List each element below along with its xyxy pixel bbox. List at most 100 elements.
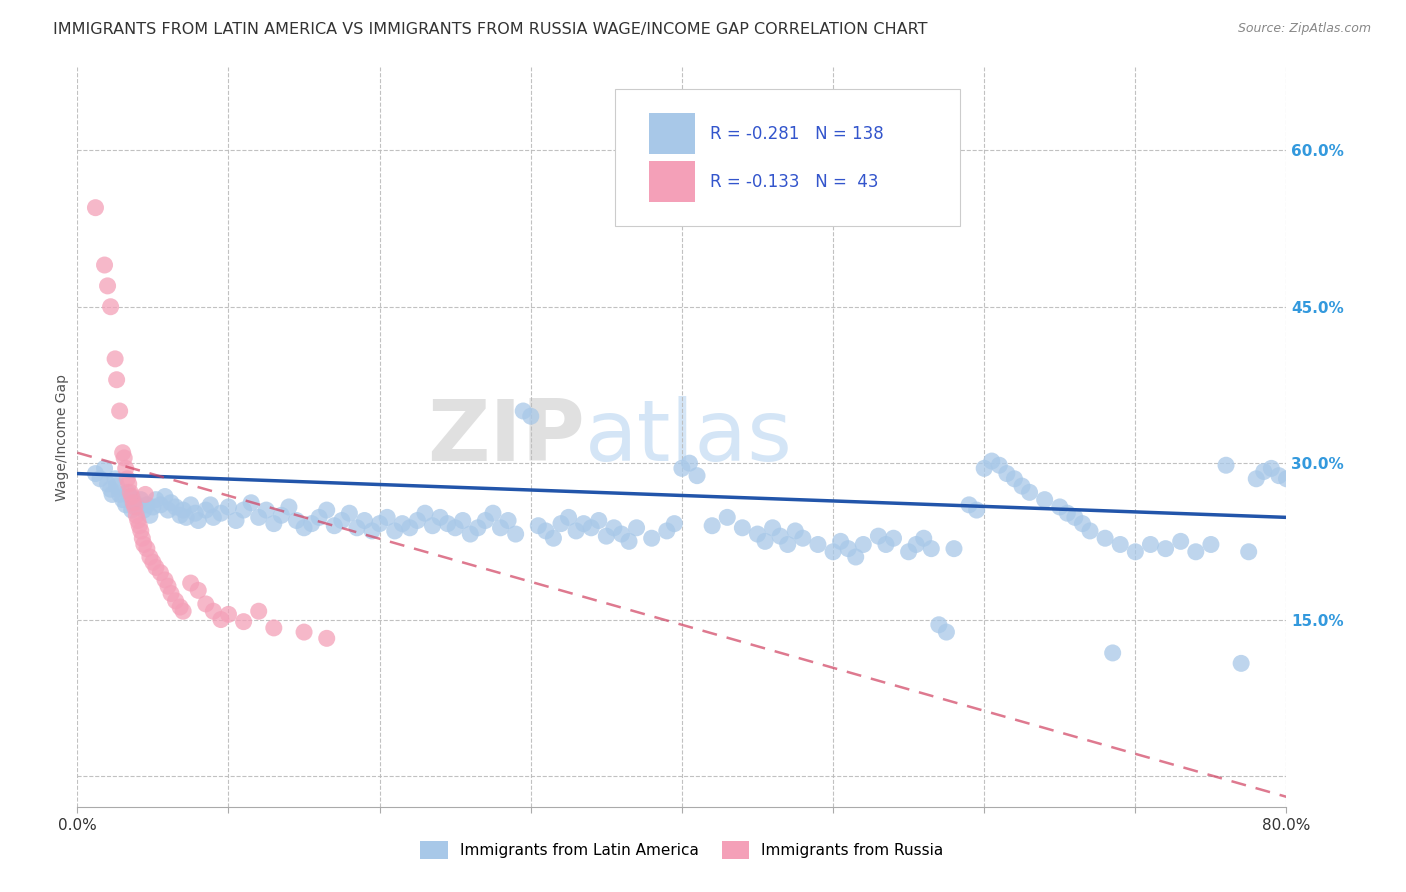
Point bbox=[482, 506, 505, 520]
Point bbox=[1170, 534, 1192, 549]
Point bbox=[180, 498, 202, 512]
Point bbox=[111, 492, 134, 507]
Point bbox=[641, 531, 664, 545]
Point bbox=[581, 521, 603, 535]
Point bbox=[131, 531, 153, 545]
Point bbox=[1033, 492, 1056, 507]
Point bbox=[301, 516, 323, 531]
Point bbox=[912, 531, 935, 545]
Point bbox=[467, 521, 489, 535]
Point bbox=[1139, 537, 1161, 551]
Point bbox=[145, 492, 167, 507]
Point bbox=[1049, 500, 1071, 514]
Point bbox=[762, 521, 785, 535]
Point bbox=[966, 503, 988, 517]
Text: R = -0.133   N =  43: R = -0.133 N = 43 bbox=[710, 173, 879, 191]
Point bbox=[361, 524, 384, 538]
Point bbox=[928, 617, 950, 632]
Point bbox=[1215, 458, 1237, 473]
Point bbox=[837, 541, 859, 556]
Point bbox=[678, 456, 700, 470]
Point bbox=[458, 527, 481, 541]
Point bbox=[135, 541, 157, 556]
Point bbox=[375, 510, 398, 524]
Point bbox=[702, 518, 724, 533]
Point bbox=[108, 487, 131, 501]
Point bbox=[353, 514, 375, 528]
Point bbox=[655, 524, 678, 538]
Point bbox=[114, 498, 136, 512]
Text: ZIP: ZIP bbox=[427, 395, 585, 479]
Point bbox=[139, 508, 162, 523]
Point bbox=[112, 450, 135, 465]
Point bbox=[1004, 472, 1026, 486]
Point bbox=[565, 524, 588, 538]
Point bbox=[127, 500, 149, 514]
Point bbox=[875, 537, 897, 551]
Point bbox=[115, 472, 138, 486]
Point bbox=[194, 503, 217, 517]
Point bbox=[120, 485, 142, 500]
Point bbox=[1268, 468, 1291, 483]
Point bbox=[747, 527, 769, 541]
Point bbox=[368, 516, 391, 531]
Point bbox=[346, 521, 368, 535]
Point bbox=[572, 516, 595, 531]
Point bbox=[240, 496, 263, 510]
Point bbox=[1018, 485, 1040, 500]
Point bbox=[1094, 531, 1116, 545]
Point bbox=[247, 604, 270, 618]
Point bbox=[145, 560, 167, 574]
Point bbox=[100, 300, 122, 314]
Point bbox=[194, 597, 217, 611]
Point bbox=[142, 500, 165, 514]
Point bbox=[232, 503, 254, 517]
Point bbox=[731, 521, 754, 535]
Y-axis label: Wage/Income Gap: Wage/Income Gap bbox=[55, 374, 69, 500]
Point bbox=[451, 514, 474, 528]
Point bbox=[121, 490, 143, 504]
Point bbox=[1230, 657, 1253, 671]
FancyBboxPatch shape bbox=[616, 89, 960, 226]
Point bbox=[169, 508, 191, 523]
Point bbox=[118, 477, 141, 491]
Point bbox=[100, 482, 122, 496]
Point bbox=[617, 534, 640, 549]
Point bbox=[1109, 537, 1132, 551]
Point bbox=[315, 632, 337, 646]
Point bbox=[125, 508, 148, 523]
Point bbox=[315, 503, 337, 517]
Point bbox=[101, 487, 124, 501]
Point bbox=[384, 524, 406, 538]
Legend: Immigrants from Latin America, Immigrants from Russia: Immigrants from Latin America, Immigrant… bbox=[413, 835, 950, 864]
Point bbox=[444, 521, 467, 535]
Point bbox=[995, 467, 1018, 481]
Point bbox=[200, 498, 222, 512]
Point bbox=[920, 541, 942, 556]
Point bbox=[104, 351, 127, 366]
Point bbox=[610, 527, 633, 541]
Point bbox=[209, 613, 232, 627]
Point bbox=[980, 454, 1002, 468]
Point bbox=[187, 514, 209, 528]
Point bbox=[671, 461, 693, 475]
Point bbox=[165, 594, 187, 608]
Point bbox=[664, 516, 686, 531]
Point bbox=[225, 514, 247, 528]
Point bbox=[114, 461, 136, 475]
Point bbox=[942, 541, 965, 556]
Point bbox=[603, 521, 626, 535]
Point bbox=[413, 506, 436, 520]
Point bbox=[202, 510, 225, 524]
Point bbox=[105, 479, 128, 493]
Point bbox=[232, 615, 254, 629]
Point bbox=[157, 579, 180, 593]
Point bbox=[1275, 472, 1298, 486]
Text: atlas: atlas bbox=[585, 395, 793, 479]
Point bbox=[96, 477, 118, 491]
Point bbox=[1154, 541, 1177, 556]
Point bbox=[172, 604, 194, 618]
Point bbox=[1199, 537, 1222, 551]
Point bbox=[135, 498, 157, 512]
Point bbox=[157, 503, 180, 517]
